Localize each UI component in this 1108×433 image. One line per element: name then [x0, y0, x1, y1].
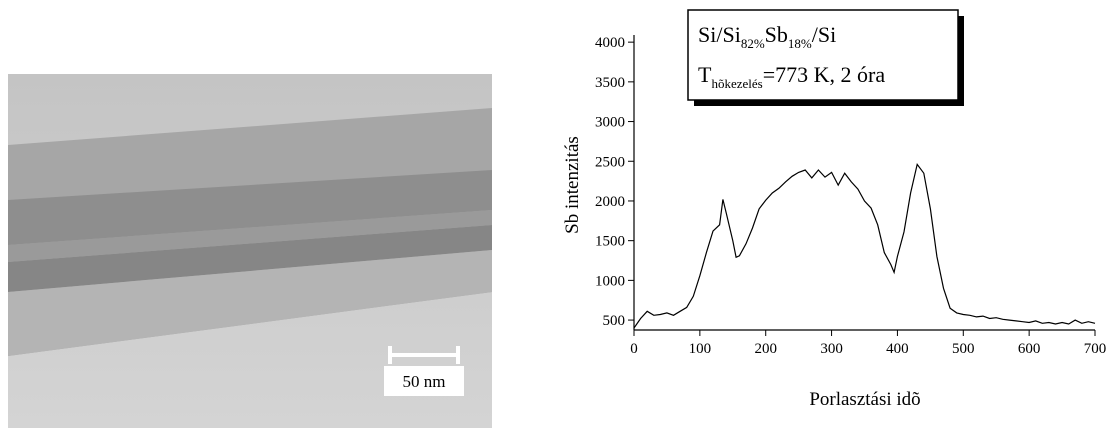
y-tick-label: 1500 — [595, 234, 625, 250]
data-line — [633, 163, 1096, 329]
y-tick-label: 4000 — [595, 35, 625, 51]
y-tick-label: 1000 — [595, 273, 625, 289]
micrograph: 50 nm — [8, 74, 492, 428]
y-tick-label: 2500 — [595, 154, 625, 170]
x-axis-label: Porlasztási idõ — [809, 389, 920, 410]
annotation: Thõkezelés=773 K, 2 óra — [698, 62, 885, 91]
x-tick-label: 500 — [952, 341, 975, 357]
y-tick-label: 500 — [603, 313, 626, 329]
subscript: 18% — [788, 36, 812, 51]
annotation-text: Sb — [765, 22, 788, 47]
x-tick-label: 200 — [754, 341, 777, 357]
scale-bar-label: 50 nm — [403, 372, 446, 391]
chart: Si/Si82%Sb18%/Si Thõkezelés=773 K, 2 óra… — [562, 9, 964, 410]
y-tick-label: 2000 — [595, 194, 625, 210]
x-tick-label: 100 — [689, 341, 712, 357]
subscript: 82% — [741, 36, 765, 51]
annotation-text: T — [698, 62, 712, 87]
x-tick-label: 700 — [1084, 341, 1107, 357]
x-tick-label: 400 — [886, 341, 909, 357]
annotation-text: /Si — [812, 22, 836, 47]
x-tick-label: 0 — [630, 341, 638, 357]
annotation-text: Si/Si — [698, 22, 741, 47]
y-tick-label: 3000 — [595, 115, 625, 131]
x-tick-label: 300 — [820, 341, 843, 357]
annotation-text: =773 K, 2 óra — [763, 62, 886, 87]
y-axis-label: Sb intenzitás — [562, 136, 583, 234]
subscript: hõkezelés — [711, 76, 762, 91]
x-tick-label: 600 — [1018, 341, 1041, 357]
y-tick-label: 3500 — [595, 75, 625, 91]
annotation: Si/Si82%Sb18%/Si — [698, 22, 836, 51]
